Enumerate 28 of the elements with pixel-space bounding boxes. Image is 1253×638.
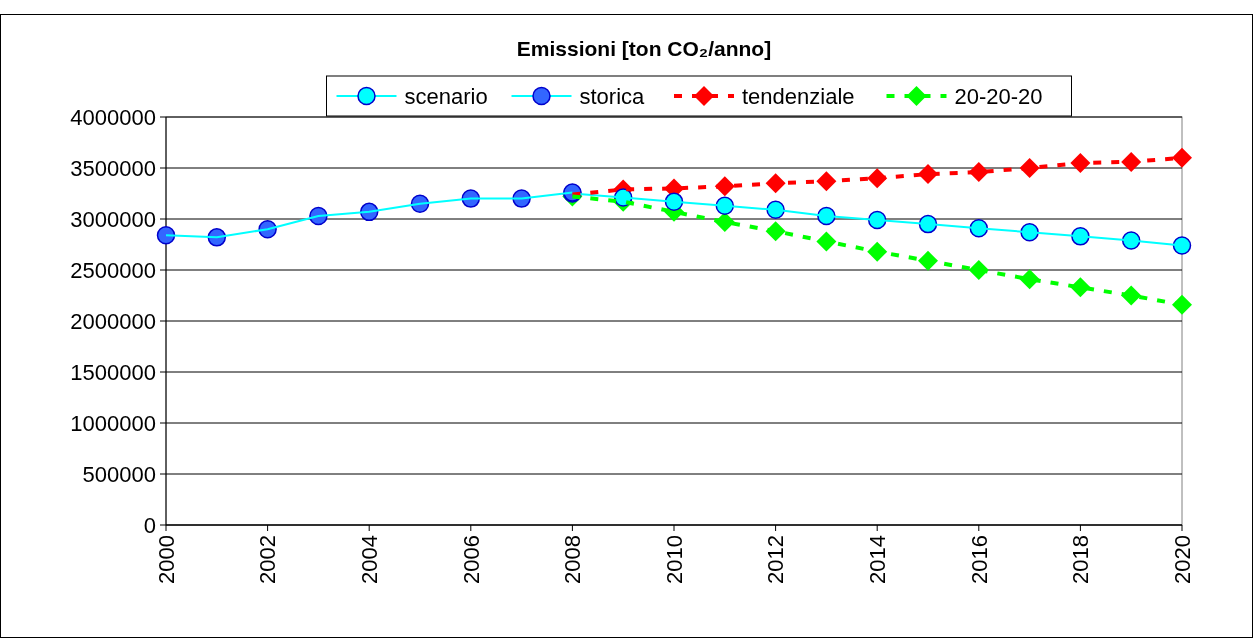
point <box>1172 236 1192 255</box>
x-tick-label: 2006 <box>458 535 484 584</box>
x-tick-label: 2004 <box>356 535 382 584</box>
y-tick-label: 1500000 <box>70 359 156 385</box>
x-tick-label: 2008 <box>560 535 586 584</box>
legend-label: tendenziale <box>742 83 855 109</box>
x-tick-label: 2000 <box>153 535 179 584</box>
x-tick-label: 2010 <box>661 535 687 584</box>
y-tick-label: 1000000 <box>70 410 156 436</box>
y-tick-label: 2000000 <box>70 308 156 334</box>
x-tick-label: 2014 <box>864 535 890 584</box>
y-tick-label: 500000 <box>82 461 156 487</box>
y-tick-label: 0 <box>143 512 156 538</box>
point <box>156 226 176 245</box>
y-tick-label: 3000000 <box>70 206 156 232</box>
x-tick-label: 2012 <box>763 535 789 584</box>
y-tick-label: 2500000 <box>70 257 156 283</box>
y-tick-label: 4000000 <box>70 104 156 130</box>
legend-label: scenario <box>404 83 488 109</box>
point <box>1172 147 1192 168</box>
x-tick-label: 2002 <box>255 535 281 584</box>
legend-label: 20-20-20 <box>954 83 1043 109</box>
legend-label: storica <box>579 83 646 109</box>
x-tick-label: 2020 <box>1169 535 1195 584</box>
y-tick-label: 3500000 <box>70 155 156 181</box>
chart-title: Emissioni [ton CO₂/anno] <box>516 37 772 60</box>
x-tick-label: 2016 <box>966 535 992 584</box>
x-tick-label: 2018 <box>1068 535 1094 584</box>
